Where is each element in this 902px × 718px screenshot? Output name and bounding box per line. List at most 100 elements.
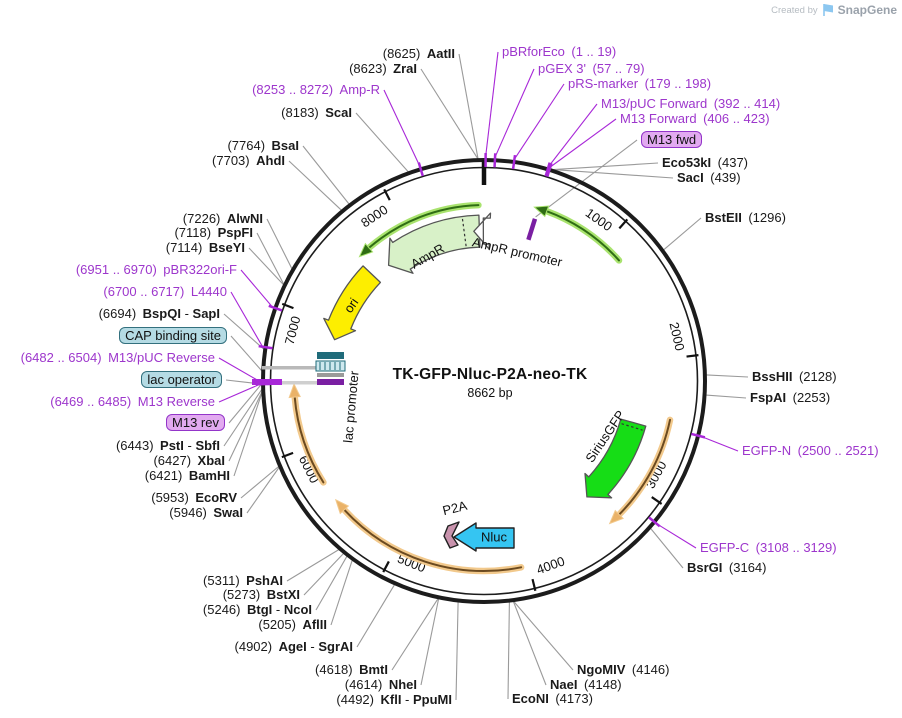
site-label-egfp-c[interactable]: EGFP-C (3108 .. 3129) <box>700 540 837 555</box>
site-label-btgi[interactable]: (5246) BtgI - NcoI <box>202 602 312 617</box>
site-label-kfli[interactable]: (4492) KflI - PpuMI <box>336 692 452 707</box>
site-label-naei[interactable]: NaeI (4148) <box>550 677 622 692</box>
site-label-saci[interactable]: SacI (439) <box>677 170 741 185</box>
site-label-bsrgi[interactable]: BsrGI (3164) <box>687 560 767 575</box>
feature-label-nluc[interactable]: Nluc <box>481 529 508 544</box>
feature-ampr[interactable] <box>387 214 481 274</box>
leader-m13-forward <box>549 118 617 168</box>
scale-label-8000: 8000 <box>358 202 390 230</box>
leader-agei <box>356 584 395 648</box>
site-label-amp-r[interactable]: (8253 .. 8272) Amp-R <box>252 82 380 97</box>
site-label-pspfi[interactable]: (7118) PspFI <box>174 225 253 240</box>
leader-pbrforeco <box>485 51 499 158</box>
leader-aflii <box>330 560 353 626</box>
feature-ori[interactable] <box>323 265 382 341</box>
leader-aatii <box>458 53 479 159</box>
leader-btgi <box>315 556 348 611</box>
site-label-m13puc-reverse[interactable]: (6482 .. 6504) M13/pUC Reverse <box>20 350 215 365</box>
leader-naei <box>512 601 547 686</box>
feature-tk-arc-right-core <box>545 210 620 262</box>
site-label-m13puc-forward[interactable]: M13/pUC Forward (392 .. 414) <box>601 96 781 111</box>
site-label-pgex-3[interactable]: pGEX 3' (57 .. 79) <box>538 61 645 76</box>
site-label-aflii[interactable]: (5205) AflII <box>258 617 327 632</box>
site-label-pbr322ori-f[interactable]: (6951 .. 6970) pBR322ori-F <box>75 262 237 277</box>
site-label-m13-reverse[interactable]: (6469 .. 6485) M13 Reverse <box>50 394 215 409</box>
site-label-pshai[interactable]: (5311) PshAI <box>203 573 283 588</box>
site-label-prs-marker[interactable]: pRS-marker (179 .. 198) <box>568 76 712 91</box>
site-label-alwni[interactable]: (7226) AlwNI <box>182 211 263 226</box>
site-label-bmti[interactable]: (4618) BmtI <box>315 662 388 677</box>
site-label-bsai[interactable]: (7764) BsaI <box>227 138 299 153</box>
site-label-ngomiv[interactable]: NgoMIV (4146) <box>577 662 670 677</box>
leader-kfli <box>455 601 459 701</box>
primer-tick-8262 <box>417 162 424 177</box>
site-label-ecorv[interactable]: (5953) EcoRV <box>151 490 237 505</box>
site-label-zrai[interactable]: (8623) ZraI <box>349 61 417 76</box>
site-label-m13-fwd-box[interactable]: M13 fwd <box>641 130 703 148</box>
scale-label-2000: 2000 <box>666 321 687 353</box>
site-label-pbrforeco[interactable]: pBRforEco (1 .. 19) <box>502 44 617 59</box>
feature-nluc[interactable] <box>453 522 515 552</box>
leader-alwni <box>266 218 293 269</box>
leader-pshai <box>286 549 340 582</box>
scale-label-4000: 4000 <box>534 553 566 577</box>
scale-tick-4000 <box>531 578 537 592</box>
leader-saci <box>553 169 674 179</box>
site-label-egfp-n[interactable]: EGFP-N (2500 .. 2521) <box>742 443 879 458</box>
site-label-econi[interactable]: EcoNI (4173) <box>512 691 593 706</box>
leader-m13puc-reverse <box>218 357 261 383</box>
scale-tick-8000 <box>383 188 391 201</box>
feature-label-ampr-promoter[interactable]: AmpR promoter <box>471 234 564 269</box>
feature-tk-arc-right-arrowhead <box>533 205 550 218</box>
leader-egfp-c <box>656 523 697 549</box>
site-label-l4440[interactable]: (6700 .. 6717) L4440 <box>103 284 227 299</box>
site-label-m13-rev-box[interactable]: M13 rev <box>166 413 225 431</box>
site-label-lac-operator[interactable]: lac operator <box>141 370 222 388</box>
feature-m13-fwd-bar[interactable] <box>526 218 538 241</box>
feature-ampr-promoter[interactable] <box>473 212 492 250</box>
site-label-bstxi[interactable]: (5273) BstXI <box>222 587 300 602</box>
primer-tick-6708 <box>258 344 273 350</box>
feature-siriusgfp[interactable] <box>584 418 647 499</box>
leader-eco53ki <box>553 162 659 171</box>
site-label-psti[interactable]: (6443) PstI - SbfI <box>115 438 220 453</box>
site-label-xbai[interactable]: (6427) XbaI <box>153 453 225 468</box>
feature-p2a[interactable] <box>443 521 460 549</box>
leader-m13puc-forward <box>548 103 598 167</box>
leader-amp-r <box>383 89 421 167</box>
leader-l4440 <box>230 291 264 348</box>
m13-reverse-primer-bar <box>252 379 282 385</box>
leader-ecorv <box>240 466 279 499</box>
feature-orange-arc-right-core <box>618 418 671 516</box>
site-label-bamhi[interactable]: (6421) BamHI <box>144 468 230 483</box>
site-label-bsteii[interactable]: BstEII (1296) <box>705 210 786 225</box>
leader-econi <box>507 601 510 700</box>
feature-orange-arc-bottom-arrowhead <box>334 498 350 515</box>
site-label-bspqi[interactable]: (6694) BspQI - SapI <box>98 306 220 321</box>
leader-cap-binding-site <box>230 335 263 372</box>
site-label-cap-binding-site[interactable]: CAP binding site <box>119 326 227 344</box>
primer-tick-188 <box>511 154 517 170</box>
site-label-ahdi[interactable]: (7703) AhdI <box>212 153 285 168</box>
site-label-scai[interactable]: (8183) ScaI <box>281 105 352 120</box>
site-label-fspai[interactable]: FspAI (2253) <box>750 390 831 405</box>
primer-tick-403 <box>544 162 551 177</box>
site-label-nhei[interactable]: (4614) NheI <box>344 677 417 692</box>
leader-bmti <box>391 598 439 671</box>
site-label-eco53ki[interactable]: Eco53kI (437) <box>662 155 749 170</box>
scale-tick-6000 <box>281 451 294 459</box>
site-label-bsshii[interactable]: BssHII (2128) <box>752 369 837 384</box>
leader-nhei <box>420 598 440 686</box>
scale-tick-7000 <box>281 302 294 310</box>
site-label-bseyi[interactable]: (7114) BseYI <box>165 240 245 255</box>
site-label-agei[interactable]: (4902) AgeI - SgrAI <box>234 639 353 654</box>
feature-label-lac-promoter[interactable]: lac promoter <box>340 370 361 444</box>
leader-bspqi <box>223 313 265 350</box>
site-label-m13-forward[interactable]: M13 Forward (406 .. 423) <box>620 111 770 126</box>
site-label-aatii[interactable]: (8625) AatII <box>382 46 455 61</box>
lac-cluster-purple-bar <box>317 379 344 385</box>
feature-label-p2a[interactable]: P2A <box>441 498 469 519</box>
feature-label-ori[interactable]: ori <box>341 295 362 316</box>
site-label-swai[interactable]: (5946) SwaI <box>169 505 243 520</box>
